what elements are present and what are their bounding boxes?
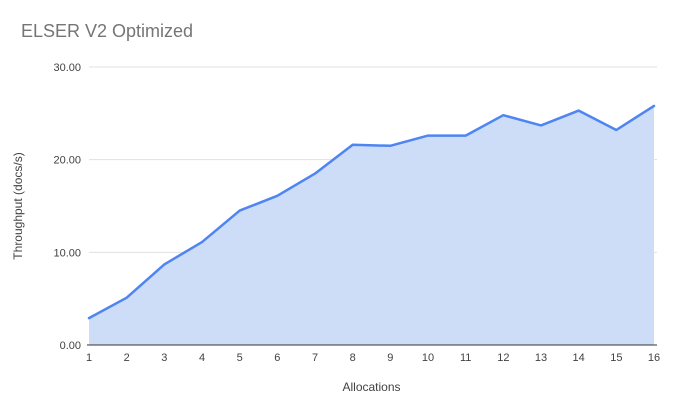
x-tick-label: 5	[237, 352, 243, 364]
x-tick-label: 1	[86, 352, 92, 364]
y-tick-label: 20.00	[53, 155, 81, 167]
x-tick-label: 4	[199, 352, 205, 364]
x-axis-title: Allocations	[342, 380, 400, 394]
series-area	[89, 105, 654, 346]
x-tick-label: 6	[274, 352, 280, 364]
chart-title: ELSER V2 Optimized	[21, 21, 194, 41]
x-tick-label: 3	[161, 352, 167, 364]
x-tick-label: 11	[460, 352, 471, 364]
x-tick-label: 9	[387, 352, 393, 364]
y-tick-label: 30.00	[53, 62, 81, 74]
x-tick-label: 10	[422, 352, 434, 364]
y-axis-title: Throughput (docs/s)	[11, 152, 25, 259]
x-tick-label: 15	[610, 352, 622, 364]
y-tick-label: 0.00	[60, 340, 81, 352]
series-line	[87, 104, 656, 320]
y-tick-label: 10.00	[53, 247, 81, 259]
x-tick-label: 2	[124, 352, 130, 364]
x-tick-label: 14	[573, 352, 585, 364]
x-tick-label: 13	[535, 352, 547, 364]
x-tick-label: 16	[648, 352, 660, 364]
x-tick-label: 7	[312, 352, 318, 364]
x-tick-label: 12	[497, 352, 509, 364]
x-tick-label: 8	[350, 352, 356, 364]
